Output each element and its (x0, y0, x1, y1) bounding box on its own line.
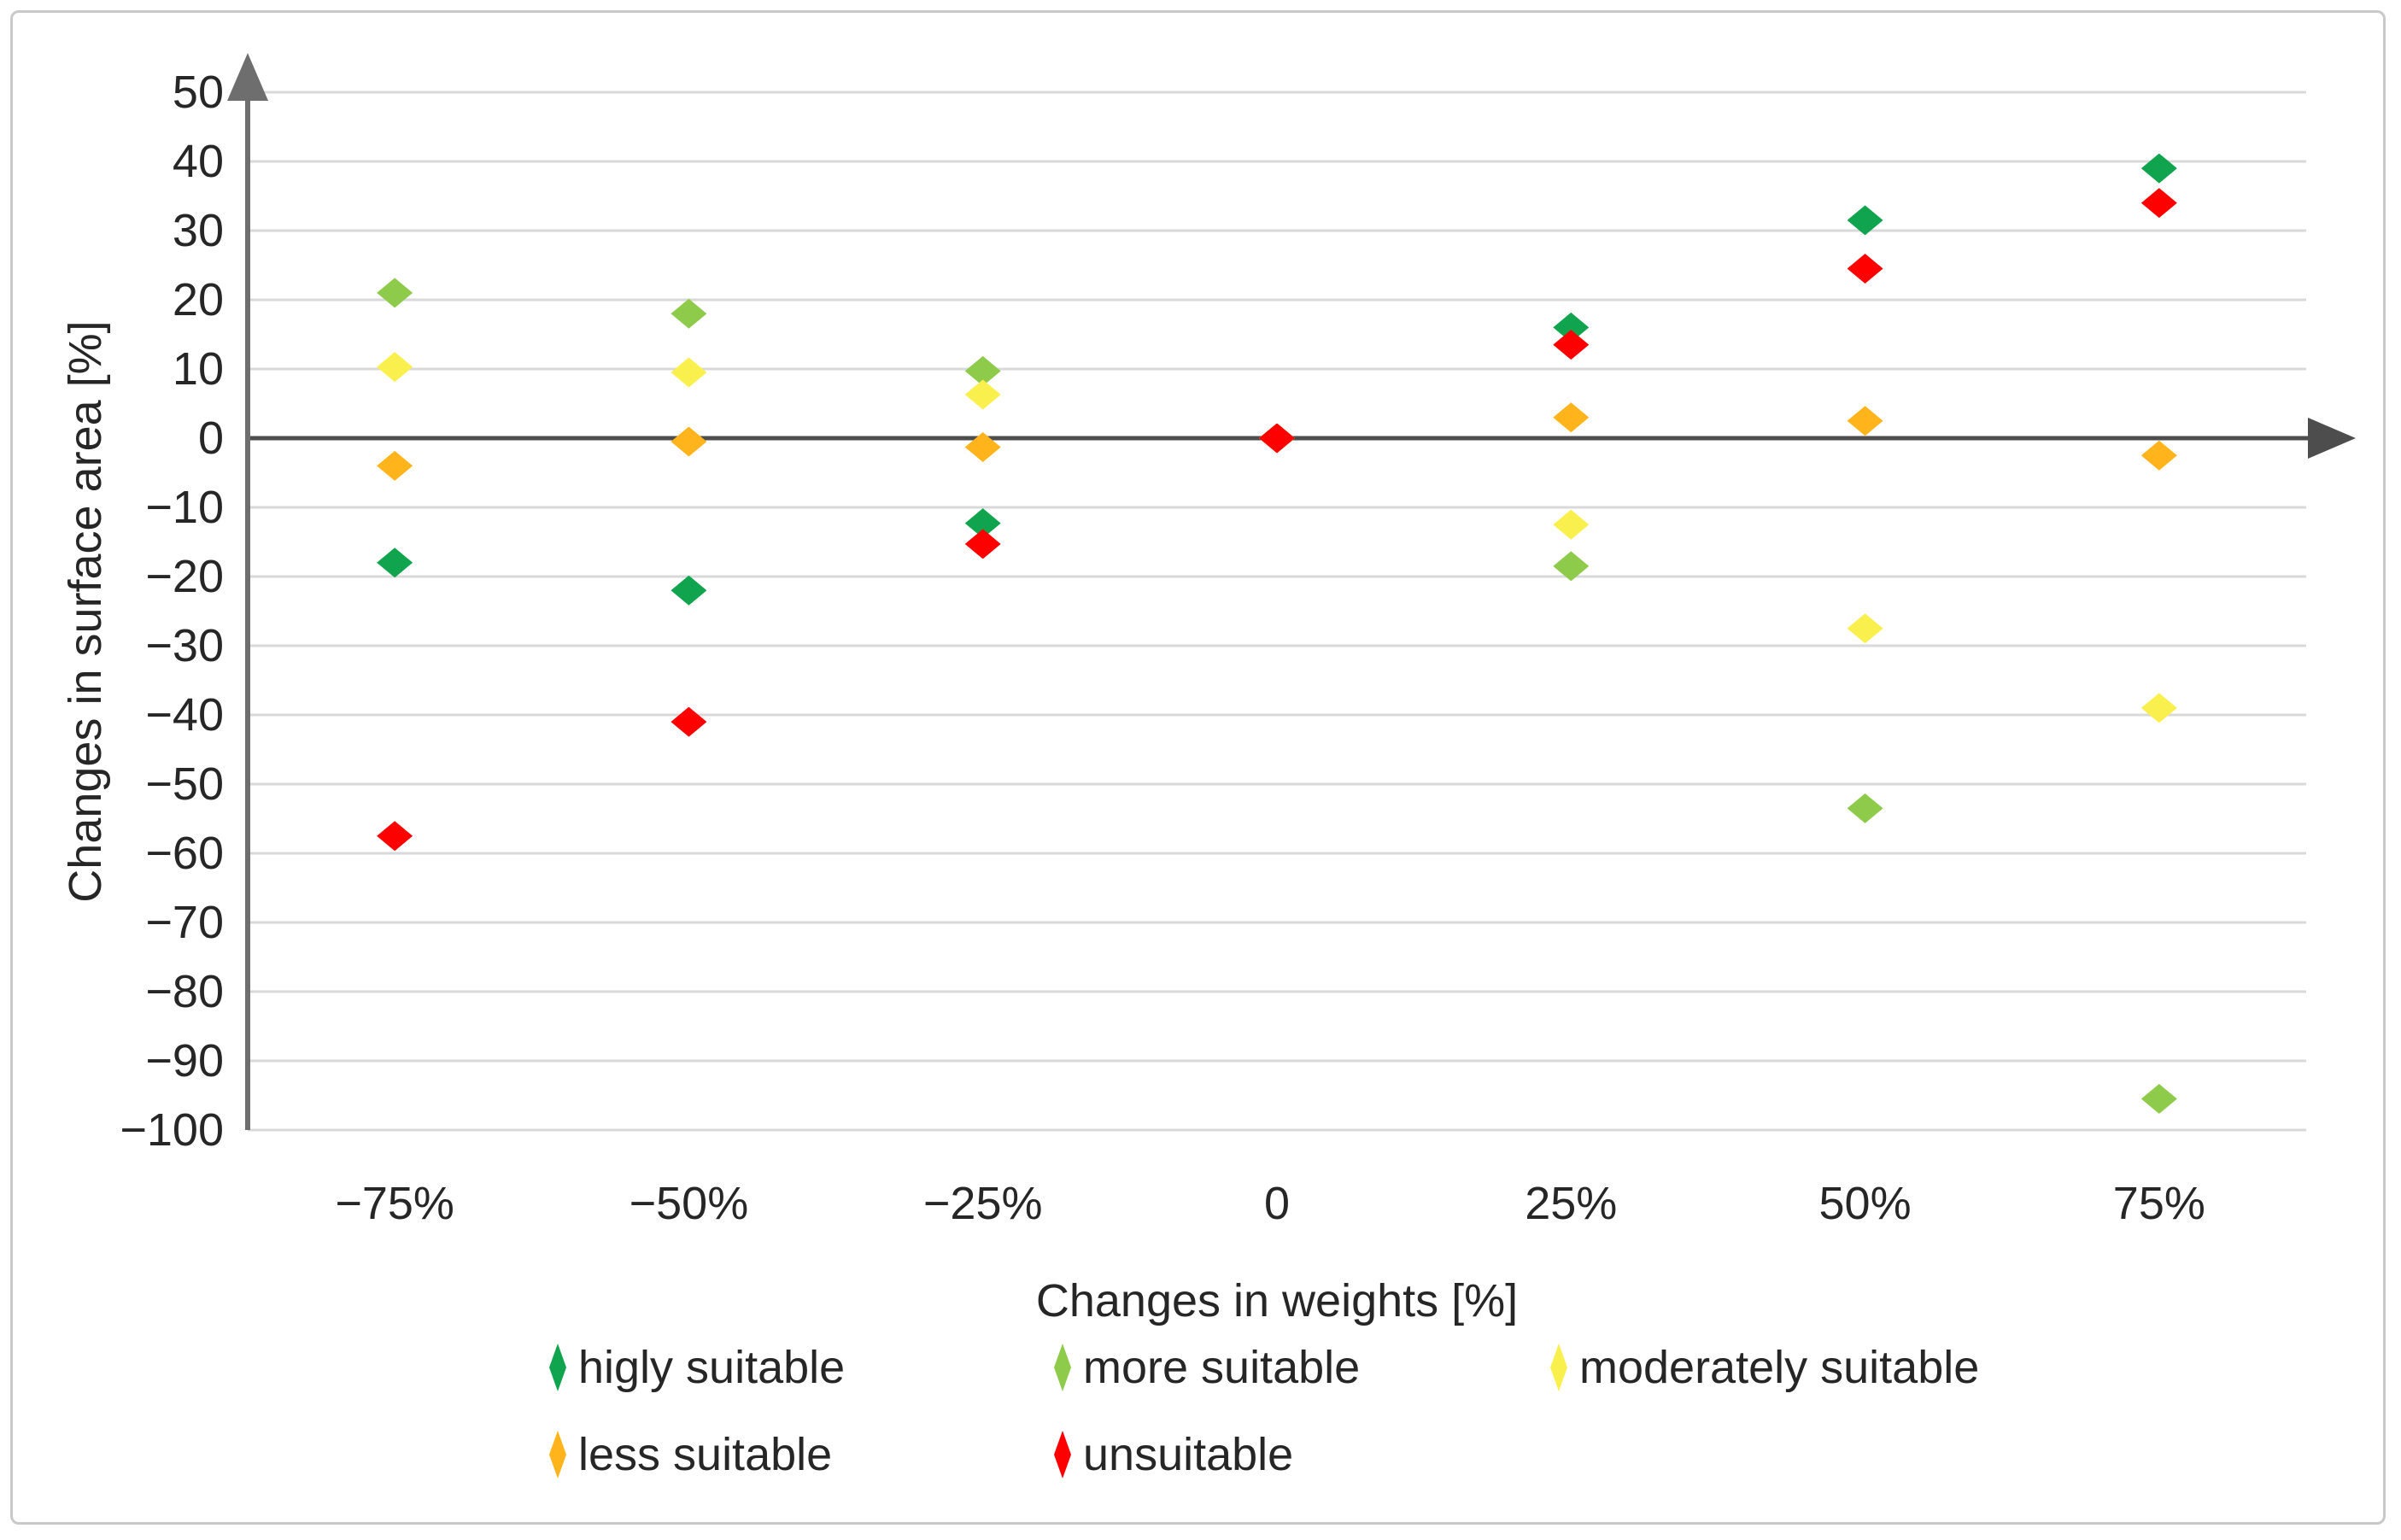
y-tick-label: −80 (145, 966, 224, 1017)
y-tick-label: 40 (172, 136, 224, 187)
legend-label: more suitable (1083, 1342, 1361, 1393)
x-axis-arrow (2308, 418, 2356, 459)
x-tick-label: −50% (629, 1178, 749, 1229)
y-tick-label: 20 (172, 274, 224, 325)
x-axis-title: Changes in weights [%] (1035, 1275, 1519, 1326)
legend-item-less-suitable: less suitable (549, 1431, 832, 1479)
legend-label: unsuitable (1083, 1429, 1294, 1480)
legend-diamond-icon (1054, 1431, 1071, 1479)
y-tick-label: −60 (145, 828, 224, 879)
legend-item-moderately-suitable: moderately suitable (1550, 1344, 1979, 1391)
y-tick-label: 30 (172, 205, 224, 256)
y-tick-label: 0 (197, 413, 224, 464)
legend-diamond-icon (549, 1431, 566, 1479)
y-tick-label: −70 (145, 897, 224, 948)
y-tick-label: −100 (120, 1104, 224, 1156)
legend-label: higly suitable (578, 1342, 846, 1393)
x-tick-label: −25% (922, 1178, 1043, 1229)
y-tick-label: −90 (145, 1035, 224, 1086)
x-tick-label: 0 (1263, 1178, 1291, 1229)
y-tick-label: −10 (145, 482, 224, 533)
legend-item-unsuitable: unsuitable (1054, 1431, 1293, 1479)
legend-label: less suitable (578, 1429, 833, 1480)
chart-border (10, 10, 2386, 1525)
y-axis-arrow (227, 53, 268, 101)
legend-diamond-icon (549, 1344, 566, 1391)
legend-item-more-suitable: more suitable (1054, 1344, 1360, 1391)
y-axis-title: Changes in surface area [%] (60, 320, 111, 903)
legend-diamond-icon (1054, 1344, 1071, 1391)
x-tick-label: 25% (1525, 1178, 1618, 1229)
y-tick-label: −50 (145, 758, 224, 810)
y-tick-label: 50 (172, 67, 224, 118)
y-tick-label: −40 (145, 689, 224, 741)
legend-item-higly-suitable: higly suitable (549, 1344, 845, 1391)
x-tick-label: 75% (2112, 1178, 2205, 1229)
legend-diamond-icon (1550, 1344, 1567, 1391)
y-tick-label: −20 (145, 551, 224, 602)
legend-label: moderately suitable (1579, 1342, 1980, 1393)
y-tick-label: 10 (172, 343, 224, 395)
x-tick-label: −75% (335, 1178, 454, 1229)
y-tick-label: −30 (145, 620, 224, 671)
x-tick-label: 50% (1818, 1178, 1912, 1229)
